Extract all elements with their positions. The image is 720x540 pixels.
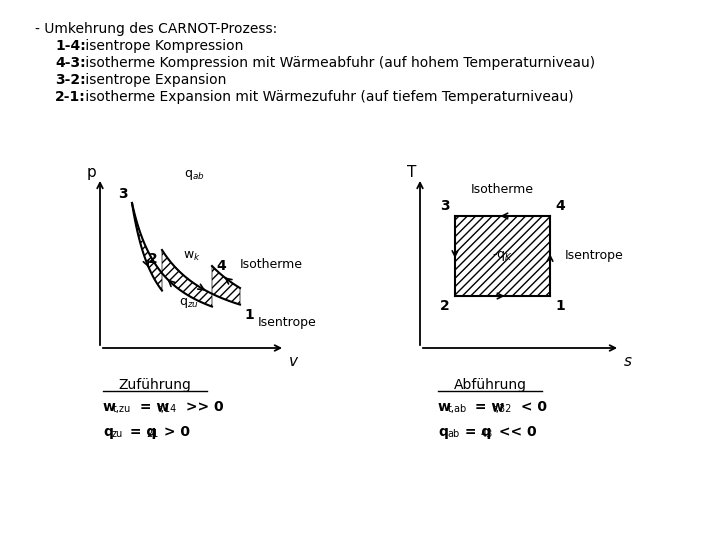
Text: q: q: [103, 425, 113, 439]
Text: zu: zu: [112, 429, 123, 439]
Text: q: q: [438, 425, 448, 439]
Text: t,14: t,14: [158, 404, 177, 414]
Text: 2-1:: 2-1:: [55, 90, 86, 104]
Text: = w: = w: [135, 400, 169, 414]
Text: w$_k$: w$_k$: [183, 249, 200, 263]
Polygon shape: [455, 216, 550, 296]
Text: ab: ab: [447, 429, 459, 439]
Text: w: w: [103, 400, 116, 414]
Text: 2: 2: [148, 252, 158, 266]
Text: 43: 43: [481, 429, 493, 439]
Text: t,zu: t,zu: [113, 404, 131, 414]
Text: 2: 2: [440, 299, 450, 313]
Text: isotherme Expansion mit Wärmezufuhr (auf tiefem Temperaturniveau): isotherme Expansion mit Wärmezufuhr (auf…: [81, 90, 574, 104]
Text: isentrope Expansion: isentrope Expansion: [81, 73, 226, 87]
Text: q$_{ab}$: q$_{ab}$: [184, 168, 204, 182]
Text: 4: 4: [555, 199, 564, 213]
Text: Zuführung: Zuführung: [119, 378, 192, 392]
Text: v: v: [289, 354, 298, 369]
Text: T: T: [408, 165, 417, 180]
Text: = q: = q: [125, 425, 156, 439]
Text: 3-2:: 3-2:: [55, 73, 86, 87]
Text: Isentrope: Isentrope: [258, 316, 317, 329]
Text: 3: 3: [118, 187, 128, 201]
Text: < 0: < 0: [516, 400, 547, 414]
Text: s: s: [624, 354, 632, 369]
Text: = w: = w: [470, 400, 504, 414]
Text: 3: 3: [441, 199, 450, 213]
Text: q$_{zu}$: q$_{zu}$: [179, 296, 199, 310]
Text: t,32: t,32: [493, 404, 513, 414]
Text: 21: 21: [146, 429, 158, 439]
Text: Isentrope: Isentrope: [565, 249, 624, 262]
Text: isotherme Kompression mit Wärmeabfuhr (auf hohem Temperaturniveau): isotherme Kompression mit Wärmeabfuhr (a…: [81, 56, 595, 70]
Text: 1: 1: [555, 299, 564, 313]
Text: p: p: [87, 165, 97, 180]
Text: -q$_K$: -q$_K$: [492, 249, 513, 263]
Text: w: w: [438, 400, 451, 414]
Text: Isotherme: Isotherme: [471, 183, 534, 196]
Text: 1-4:: 1-4:: [55, 39, 86, 53]
Text: = q: = q: [460, 425, 491, 439]
Text: 4-3:: 4-3:: [55, 56, 86, 70]
Text: Abführung: Abführung: [454, 378, 526, 392]
Text: isentrope Kompression: isentrope Kompression: [81, 39, 243, 53]
Text: 4: 4: [216, 259, 226, 273]
Text: << 0: << 0: [494, 425, 536, 439]
Text: 1: 1: [244, 308, 253, 322]
Text: - Umkehrung des CARNOT-Prozess:: - Umkehrung des CARNOT-Prozess:: [35, 22, 277, 36]
Text: >> 0: >> 0: [181, 400, 224, 414]
Text: Isotherme: Isotherme: [240, 258, 303, 271]
Text: t,ab: t,ab: [448, 404, 467, 414]
Polygon shape: [132, 203, 240, 307]
Text: > 0: > 0: [159, 425, 190, 439]
